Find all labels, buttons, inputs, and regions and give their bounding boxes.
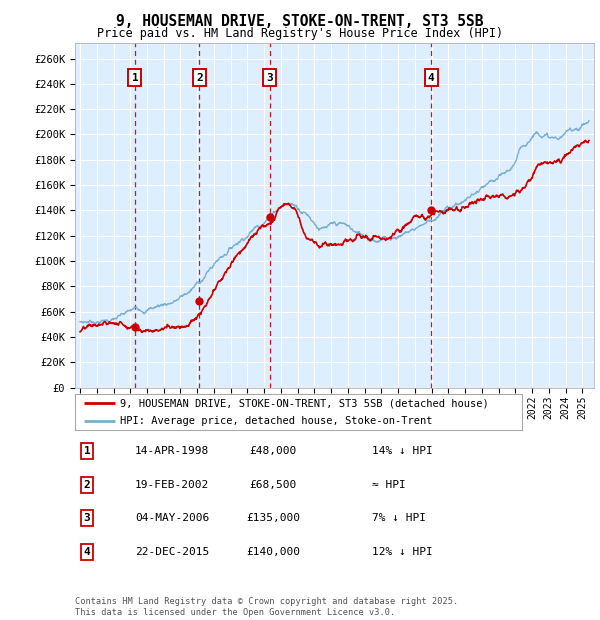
Text: 4: 4 xyxy=(83,547,91,557)
Text: 12% ↓ HPI: 12% ↓ HPI xyxy=(372,547,433,557)
Text: 22-DEC-2015: 22-DEC-2015 xyxy=(135,547,209,557)
Text: 7% ↓ HPI: 7% ↓ HPI xyxy=(372,513,426,523)
Text: 1: 1 xyxy=(83,446,91,456)
Text: 2: 2 xyxy=(196,73,203,82)
Text: 3: 3 xyxy=(266,73,273,82)
Text: Contains HM Land Registry data © Crown copyright and database right 2025.
This d: Contains HM Land Registry data © Crown c… xyxy=(75,598,458,617)
Text: 9, HOUSEMAN DRIVE, STOKE-ON-TRENT, ST3 5SB (detached house): 9, HOUSEMAN DRIVE, STOKE-ON-TRENT, ST3 5… xyxy=(119,399,488,409)
Text: 3: 3 xyxy=(83,513,91,523)
Text: 04-MAY-2006: 04-MAY-2006 xyxy=(135,513,209,523)
Text: 9, HOUSEMAN DRIVE, STOKE-ON-TRENT, ST3 5SB: 9, HOUSEMAN DRIVE, STOKE-ON-TRENT, ST3 5… xyxy=(116,14,484,29)
Text: 19-FEB-2002: 19-FEB-2002 xyxy=(135,480,209,490)
Text: Price paid vs. HM Land Registry's House Price Index (HPI): Price paid vs. HM Land Registry's House … xyxy=(97,27,503,40)
Text: 2: 2 xyxy=(83,480,91,490)
Text: 1: 1 xyxy=(131,73,139,82)
Text: 14% ↓ HPI: 14% ↓ HPI xyxy=(372,446,433,456)
Text: 4: 4 xyxy=(428,73,434,82)
Text: HPI: Average price, detached house, Stoke-on-Trent: HPI: Average price, detached house, Stok… xyxy=(119,415,432,426)
Text: ≈ HPI: ≈ HPI xyxy=(372,480,406,490)
Text: £140,000: £140,000 xyxy=(246,547,300,557)
Text: £68,500: £68,500 xyxy=(250,480,296,490)
Text: 14-APR-1998: 14-APR-1998 xyxy=(135,446,209,456)
Text: £135,000: £135,000 xyxy=(246,513,300,523)
Text: £48,000: £48,000 xyxy=(250,446,296,456)
